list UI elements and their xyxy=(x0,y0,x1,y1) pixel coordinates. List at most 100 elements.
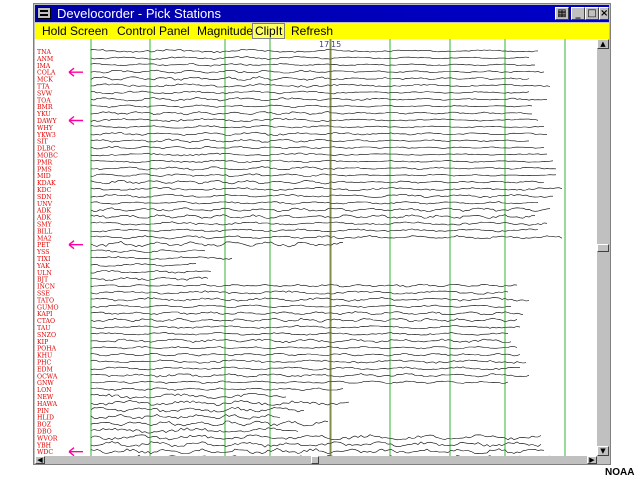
seismogram-trace xyxy=(90,256,233,260)
seismogram-trace xyxy=(90,152,548,157)
seismogram-trace xyxy=(90,393,287,399)
app-icon[interactable] xyxy=(37,7,51,19)
maximize-button[interactable]: □ xyxy=(585,7,599,20)
seismogram-trace xyxy=(90,228,539,233)
seismogram-trace xyxy=(90,420,329,427)
seismogram-trace xyxy=(90,241,344,248)
vertical-scrollbar[interactable]: ▲ ▼ xyxy=(597,39,609,456)
seismogram-trace xyxy=(90,311,524,316)
station-label: PIN xyxy=(37,408,50,415)
station-label: PMR xyxy=(37,159,52,166)
scroll-right-button[interactable]: ▶ xyxy=(587,456,597,464)
menu-hold-screen[interactable]: Hold Screen xyxy=(42,24,109,38)
station-label: SVW xyxy=(37,90,53,97)
station-label: HLID xyxy=(37,415,54,422)
pick-arrow-icon xyxy=(68,240,83,250)
station-label: BMR xyxy=(37,104,53,111)
scroll-down-button[interactable]: ▼ xyxy=(597,446,609,456)
station-label: UNV xyxy=(37,201,53,208)
station-label: DLBC xyxy=(37,146,56,153)
vertical-scroll-thumb[interactable] xyxy=(597,244,609,252)
seismogram-trace xyxy=(90,173,557,177)
station-label: ADK xyxy=(36,215,51,222)
horizontal-scrollbar[interactable]: ◀ ▶ xyxy=(35,456,597,464)
station-label: INCN xyxy=(37,284,56,291)
station-label: POHA xyxy=(37,346,57,353)
close-button[interactable]: × xyxy=(599,7,609,20)
station-label: KDAK xyxy=(37,180,56,187)
station-label: YAK xyxy=(36,263,50,270)
station-label: BOZ xyxy=(37,422,52,429)
station-label: EDM xyxy=(37,366,53,373)
pick-arrow-icon xyxy=(68,115,83,126)
seismogram-trace xyxy=(90,118,539,123)
menu-magnitude[interactable]: Magnitude xyxy=(197,24,254,38)
seismogram-trace xyxy=(90,441,542,448)
seismogram-trace xyxy=(90,187,563,191)
develocorder-window: Develocorder - Pick Stations ▦ _ □ × Hol… xyxy=(33,3,611,465)
station-label: TTA xyxy=(37,84,50,91)
station-label: BILL xyxy=(37,228,52,235)
title-bar[interactable]: Develocorder - Pick Stations ▦ _ □ × xyxy=(35,5,609,22)
menu-clipit[interactable]: ClipIt xyxy=(252,23,286,39)
tool-icon[interactable]: ▦ xyxy=(555,7,569,20)
seismogram-trace xyxy=(90,201,539,205)
station-label: LON xyxy=(37,387,52,394)
seismogram-trace xyxy=(90,56,530,60)
seismogram-trace xyxy=(90,111,532,116)
seismogram-trace xyxy=(90,159,554,164)
menu-refresh[interactable]: Refresh xyxy=(291,24,334,38)
station-label: OCWA xyxy=(37,373,58,380)
seismogram-panel[interactable]: 17 15 TNA ANM IMA COLA MCK TTA SVW TOA BMR YKU DAWY W… xyxy=(35,39,597,456)
seismogram-trace xyxy=(90,317,518,323)
station-label: DBO xyxy=(37,429,52,436)
station-label: MCK xyxy=(37,77,53,84)
noaa-watermark: NOAA xyxy=(605,467,635,478)
pick-arrow-icon xyxy=(68,67,83,77)
station-label: YBH xyxy=(36,442,52,449)
seismogram-trace xyxy=(90,146,545,150)
station-label: PMS xyxy=(37,166,52,173)
seismogram-trace xyxy=(90,359,527,364)
seismogram-trace xyxy=(90,179,545,185)
seismogram-trace xyxy=(90,297,530,302)
station-label: GUMO xyxy=(37,304,59,311)
station-label: ANM xyxy=(36,56,54,63)
menu-control-panel[interactable]: Control Panel xyxy=(117,24,190,38)
scroll-left-button[interactable]: ◀ xyxy=(35,456,45,464)
station-label: YKW3 xyxy=(36,132,56,139)
seismogram-trace xyxy=(90,304,512,309)
station-label: SIT xyxy=(37,139,49,146)
seismogram-trace xyxy=(90,194,553,198)
seismogram-trace xyxy=(90,125,544,129)
station-label: HAWA xyxy=(37,401,58,408)
station-label: PET xyxy=(37,242,51,249)
station-label: GNW xyxy=(37,380,54,387)
seismogram-trace xyxy=(90,166,557,171)
station-label: YSS xyxy=(36,249,49,256)
station-label: CTAO xyxy=(37,318,55,325)
horizontal-scroll-thumb[interactable] xyxy=(311,456,319,464)
seismogram-trace xyxy=(90,63,536,67)
station-label: NEW xyxy=(37,394,54,401)
seismogram-trace xyxy=(90,207,551,212)
station-label: TAU xyxy=(37,325,50,332)
seismogram-trace xyxy=(90,346,518,350)
scroll-up-button[interactable]: ▲ xyxy=(597,39,609,49)
pick-arrow-icon xyxy=(68,447,83,456)
seismogram-trace xyxy=(90,48,539,54)
station-label: TATO xyxy=(37,297,54,304)
station-label: PHC xyxy=(37,360,52,367)
station-label: IMA xyxy=(37,63,51,70)
seismogram-trace xyxy=(90,338,512,344)
station-label: WDC xyxy=(37,449,53,456)
station-label: SMY xyxy=(37,222,53,229)
seismogram-trace xyxy=(90,352,521,357)
station-label: WHY xyxy=(37,125,54,132)
minimize-button[interactable]: _ xyxy=(571,7,585,20)
station-label: TOA xyxy=(37,97,51,104)
station-label: DAWY xyxy=(37,118,58,125)
seismogram-trace xyxy=(90,90,530,95)
seismogram-trace xyxy=(90,373,530,378)
seismogram-trace xyxy=(90,325,521,329)
